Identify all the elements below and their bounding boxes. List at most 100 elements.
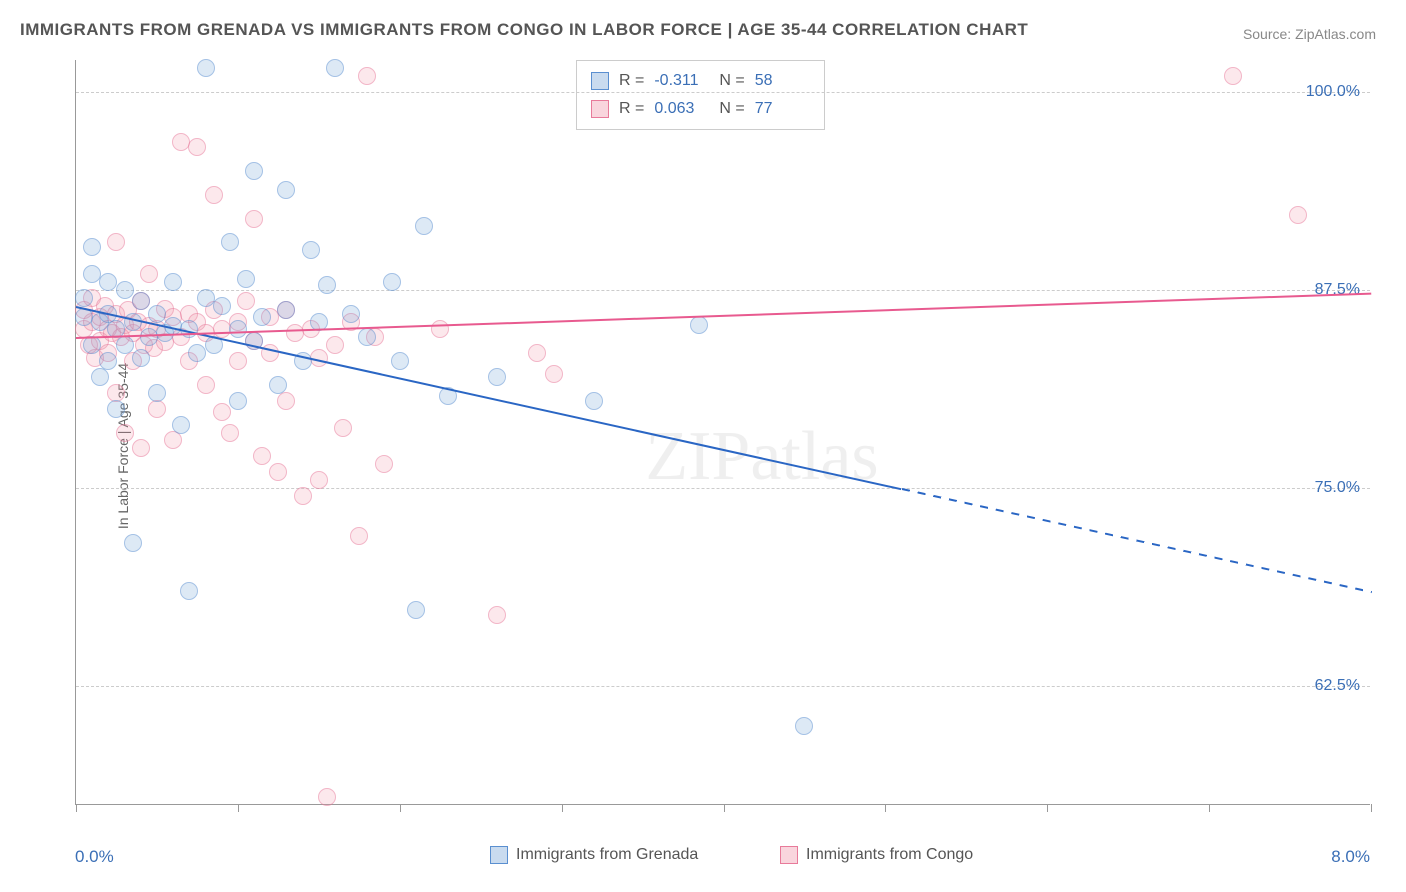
scatter-point xyxy=(140,265,158,283)
gridline xyxy=(76,488,1370,489)
source-link[interactable]: ZipAtlas.com xyxy=(1295,26,1376,42)
scatter-point xyxy=(116,336,134,354)
scatter-point xyxy=(180,582,198,600)
scatter-point xyxy=(172,133,190,151)
scatter-point xyxy=(107,400,125,418)
scatter-point xyxy=(269,376,287,394)
scatter-point xyxy=(253,447,271,465)
scatter-point xyxy=(383,273,401,291)
x-tick xyxy=(238,804,239,812)
scatter-point xyxy=(318,276,336,294)
scatter-point xyxy=(431,320,449,338)
scatter-point xyxy=(277,181,295,199)
scatter-point xyxy=(358,328,376,346)
scatter-point xyxy=(83,336,101,354)
scatter-point xyxy=(132,439,150,457)
scatter-point xyxy=(116,281,134,299)
chart-title: IMMIGRANTS FROM GRENADA VS IMMIGRANTS FR… xyxy=(20,20,1386,40)
congo-r-value: 0.063 xyxy=(654,95,709,123)
x-tick xyxy=(400,804,401,812)
swatch-blue xyxy=(490,846,508,864)
x-tick xyxy=(562,804,563,812)
x-tick xyxy=(885,804,886,812)
scatter-point xyxy=(690,316,708,334)
scatter-point xyxy=(302,241,320,259)
x-tick xyxy=(1047,804,1048,812)
y-tick-label: 62.5% xyxy=(1315,677,1360,695)
scatter-point xyxy=(205,186,223,204)
scatter-point xyxy=(334,419,352,437)
scatter-point xyxy=(245,210,263,228)
scatter-point xyxy=(1289,206,1307,224)
scatter-point xyxy=(253,308,271,326)
scatter-point xyxy=(229,320,247,338)
y-tick-label: 75.0% xyxy=(1315,479,1360,497)
scatter-point xyxy=(164,431,182,449)
regression-line xyxy=(901,488,1371,593)
scatter-point xyxy=(318,788,336,806)
scatter-point xyxy=(197,59,215,77)
y-tick-label: 100.0% xyxy=(1306,83,1360,101)
swatch-pink xyxy=(780,846,798,864)
stats-row-congo: R = 0.063 N = 77 xyxy=(591,95,810,123)
x-tick xyxy=(1209,804,1210,812)
scatter-point xyxy=(229,392,247,410)
scatter-point xyxy=(99,352,117,370)
scatter-point xyxy=(585,392,603,410)
scatter-point xyxy=(213,297,231,315)
x-tick xyxy=(76,804,77,812)
gridline xyxy=(76,92,1370,93)
x-axis-start: 0.0% xyxy=(75,847,114,867)
scatter-point xyxy=(83,238,101,256)
scatter-point xyxy=(237,270,255,288)
scatter-point xyxy=(350,527,368,545)
scatter-point xyxy=(245,162,263,180)
scatter-point xyxy=(107,233,125,251)
scatter-point xyxy=(310,471,328,489)
swatch-pink xyxy=(591,100,609,118)
scatter-point xyxy=(124,534,142,552)
x-tick xyxy=(724,804,725,812)
scatter-point xyxy=(148,400,166,418)
scatter-point xyxy=(188,344,206,362)
scatter-point xyxy=(164,273,182,291)
legend-congo: Immigrants from Congo xyxy=(780,846,973,864)
scatter-point xyxy=(221,233,239,251)
x-tick xyxy=(1371,804,1372,812)
scatter-point xyxy=(358,67,376,85)
x-axis-end: 8.0% xyxy=(1331,847,1370,867)
scatter-point xyxy=(294,487,312,505)
source-attribution: Source: ZipAtlas.com xyxy=(1243,26,1376,42)
scatter-point xyxy=(545,365,563,383)
scatter-point xyxy=(221,424,239,442)
scatter-point xyxy=(391,352,409,370)
scatter-point xyxy=(326,336,344,354)
stats-legend-box: R = -0.311 N = 58 R = 0.063 N = 77 xyxy=(576,60,825,130)
scatter-point xyxy=(269,463,287,481)
scatter-point xyxy=(286,324,304,342)
gridline xyxy=(76,686,1370,687)
scatter-point xyxy=(116,424,134,442)
scatter-point xyxy=(172,416,190,434)
scatter-point xyxy=(197,376,215,394)
correlation-chart: IMMIGRANTS FROM GRENADA VS IMMIGRANTS FR… xyxy=(20,20,1386,872)
scatter-point xyxy=(407,601,425,619)
scatter-point xyxy=(342,305,360,323)
scatter-point xyxy=(488,606,506,624)
scatter-point xyxy=(277,301,295,319)
scatter-point xyxy=(188,138,206,156)
scatter-point xyxy=(148,384,166,402)
scatter-point xyxy=(237,292,255,310)
scatter-point xyxy=(795,717,813,735)
scatter-point xyxy=(75,289,93,307)
scatter-point xyxy=(415,217,433,235)
scatter-point xyxy=(132,349,150,367)
congo-n-value: 77 xyxy=(755,95,810,123)
plot-area: ZIPatlas R = -0.311 N = 58 R = 0.063 N =… xyxy=(75,60,1370,805)
scatter-point xyxy=(277,392,295,410)
scatter-point xyxy=(375,455,393,473)
scatter-point xyxy=(528,344,546,362)
legend-grenada: Immigrants from Grenada xyxy=(490,846,698,864)
scatter-point xyxy=(488,368,506,386)
scatter-point xyxy=(1224,67,1242,85)
